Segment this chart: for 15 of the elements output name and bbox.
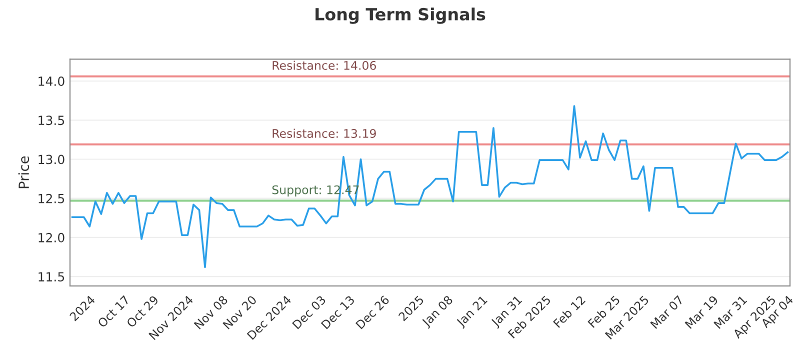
chart-title: Long Term Signals — [316, 8, 486, 24]
y-tick-label: 12.0 — [38, 232, 64, 242]
y-tick-label: 14.0 — [38, 76, 64, 86]
y-tick-label: 13.0 — [38, 154, 64, 164]
y-tick-label: 12.5 — [38, 194, 64, 204]
y-tick-label: 13.5 — [38, 116, 64, 126]
x-tick-label: Mar 07 — [650, 295, 684, 329]
x-tick-label: Dec 26 — [355, 294, 390, 330]
y-axis-title: Price — [18, 156, 30, 188]
y-tick-label: 11.5 — [38, 272, 64, 282]
x-tick-label: Jan 21 — [455, 295, 490, 329]
x-tick-label: Feb 12 — [552, 295, 586, 328]
line-series — [71, 105, 789, 268]
ref-line-label: Resistance: 14.06 — [272, 60, 376, 70]
ref-line-label: Resistance: 13.19 — [272, 128, 376, 138]
